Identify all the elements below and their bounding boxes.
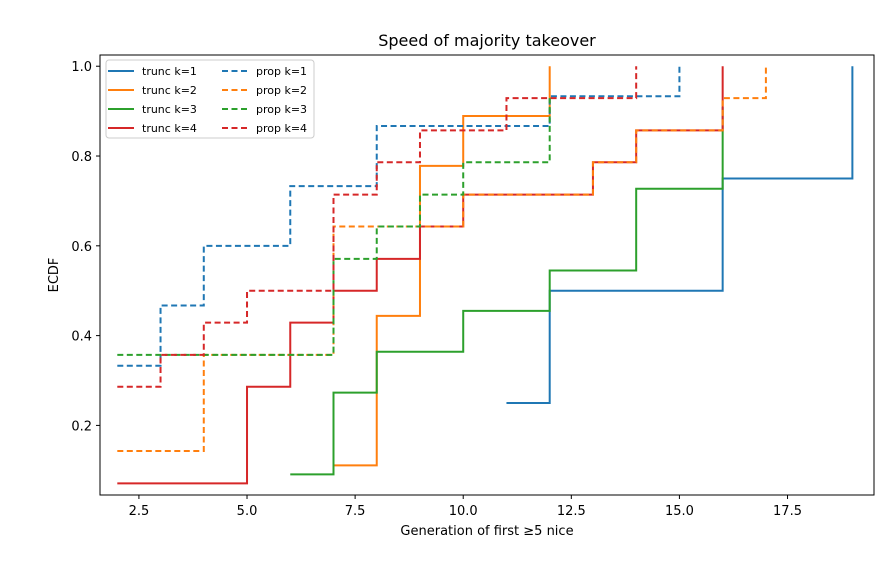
series-line-prop-k-4	[117, 66, 638, 388]
x-tick-label: 17.5	[773, 504, 802, 519]
chart-title: Speed of majority takeover	[378, 31, 596, 50]
legend-entry-label: prop k=4	[256, 122, 307, 135]
plot-frame	[99, 54, 875, 496]
x-tick-label: 2.5	[129, 504, 150, 519]
series-line-trunc-k-2	[333, 66, 551, 467]
y-tick-label: 0.4	[71, 330, 92, 345]
plot-lines	[117, 66, 854, 485]
series-line-prop-k-3	[117, 98, 551, 356]
legend-entry-label: trunc k=4	[142, 122, 197, 135]
series-line-trunc-k-3	[290, 107, 724, 476]
x-axis: 2.5 5.0 7.5 10.0 12.5 15.0 17.5	[129, 495, 802, 519]
series-line-prop-k-2	[117, 66, 767, 452]
x-tick-label: 15.0	[665, 504, 694, 519]
x-axis-label: Generation of first ≥5 nice	[400, 524, 573, 539]
y-tick-label: 0.6	[71, 240, 92, 255]
x-tick-label: 7.5	[345, 504, 366, 519]
y-tick-label: 0.8	[71, 150, 92, 165]
y-tick-label: 1.0	[71, 60, 92, 75]
legend-entry-label: prop k=3	[256, 103, 307, 116]
legend-entry-label: trunc k=3	[142, 103, 197, 116]
x-tick-label: 12.5	[557, 504, 586, 519]
y-axis: 0.2 0.4 0.6 0.8 1.0	[71, 60, 100, 434]
y-axis-label: ECDF	[47, 258, 62, 293]
legend-entry-label: prop k=1	[256, 65, 307, 78]
legend: trunc k=1 trunc k=2 trunc k=3 trunc k=4 prop…	[105, 59, 315, 139]
series-line-trunc-k-1	[506, 66, 854, 404]
legend-entry-label: prop k=2	[256, 84, 307, 97]
x-tick-label: 10.0	[449, 504, 478, 519]
legend-entry-label: trunc k=2	[142, 84, 197, 97]
series-line-prop-k-1	[117, 66, 681, 367]
legend-box	[105, 59, 315, 139]
y-tick-label: 0.2	[71, 419, 92, 434]
legend-entry-label: trunc k=1	[142, 65, 197, 78]
x-tick-label: 5.0	[237, 504, 258, 519]
